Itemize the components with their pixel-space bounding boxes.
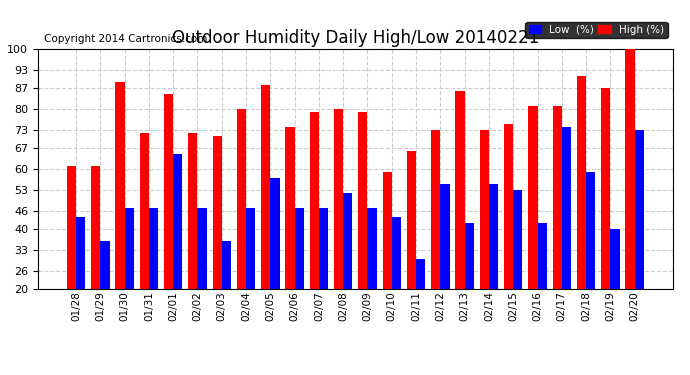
Bar [164, 94, 173, 289]
Bar [270, 178, 279, 289]
Bar [416, 259, 425, 289]
Bar [529, 106, 538, 289]
Bar [440, 184, 450, 289]
Bar [382, 172, 392, 289]
Bar [261, 85, 270, 289]
Bar [464, 223, 474, 289]
Bar [149, 208, 158, 289]
Bar [115, 82, 125, 289]
Bar [237, 109, 246, 289]
Bar [295, 208, 304, 289]
Bar [407, 151, 416, 289]
Bar [358, 112, 368, 289]
Bar [562, 127, 571, 289]
Bar [91, 166, 100, 289]
Bar [100, 241, 110, 289]
Bar [246, 208, 255, 289]
Bar [173, 154, 182, 289]
Bar [625, 49, 635, 289]
Bar [431, 130, 440, 289]
Bar [577, 76, 586, 289]
Bar [334, 109, 343, 289]
Bar [368, 208, 377, 289]
Bar [538, 223, 546, 289]
Text: Copyright 2014 Cartronics.com: Copyright 2014 Cartronics.com [44, 34, 208, 44]
Bar [392, 217, 401, 289]
Bar [125, 208, 134, 289]
Bar [553, 106, 562, 289]
Bar [586, 172, 595, 289]
Bar [310, 112, 319, 289]
Bar [480, 130, 489, 289]
Bar [213, 136, 221, 289]
Bar [197, 208, 207, 289]
Bar [188, 133, 197, 289]
Bar [455, 91, 464, 289]
Bar [513, 190, 522, 289]
Bar [139, 133, 149, 289]
Bar [504, 124, 513, 289]
Bar [76, 217, 86, 289]
Bar [489, 184, 498, 289]
Bar [319, 208, 328, 289]
Bar [67, 166, 76, 289]
Legend: Low  (%), High (%): Low (%), High (%) [526, 21, 667, 38]
Bar [286, 127, 295, 289]
Title: Outdoor Humidity Daily High/Low 20140221: Outdoor Humidity Daily High/Low 20140221 [172, 29, 539, 47]
Bar [221, 241, 231, 289]
Bar [611, 229, 620, 289]
Bar [601, 88, 611, 289]
Bar [635, 130, 644, 289]
Bar [343, 193, 353, 289]
